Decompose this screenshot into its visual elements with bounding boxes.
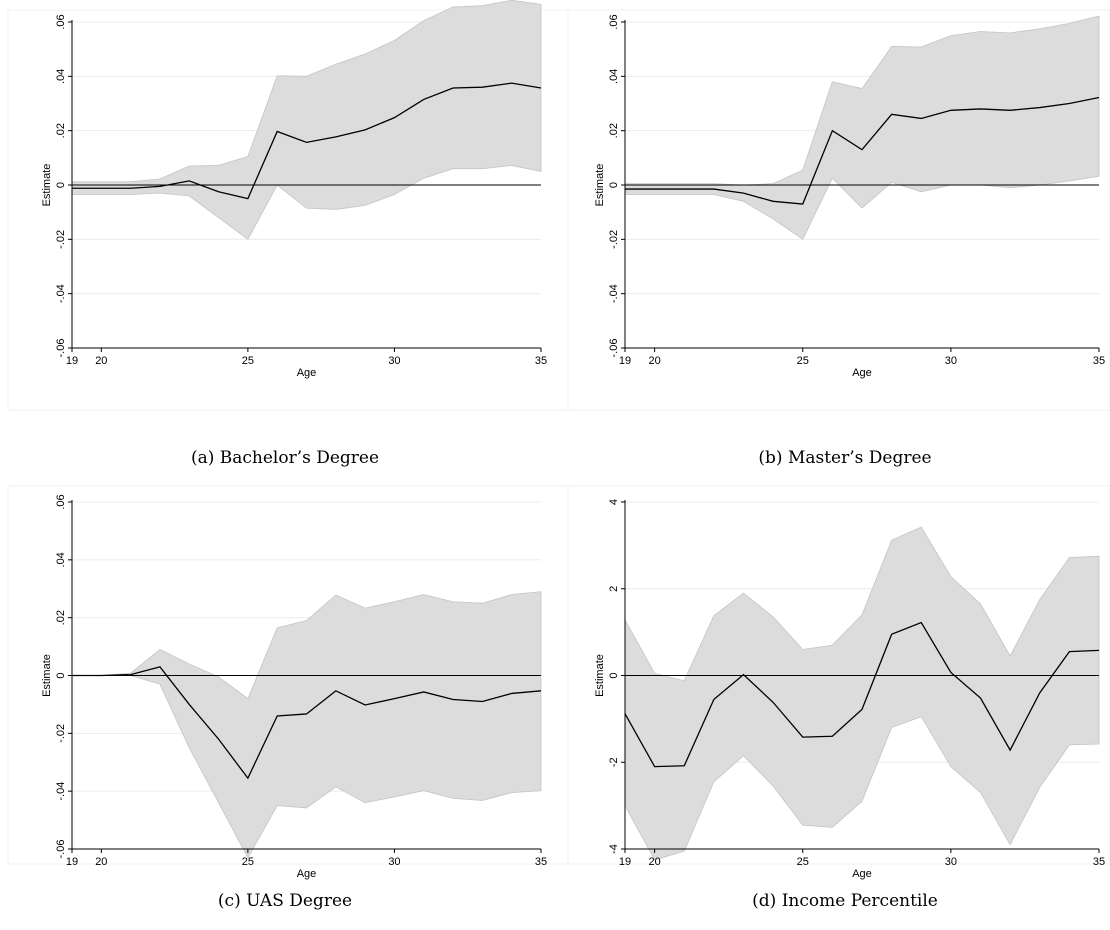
x-tick-label-0: 19 [619, 355, 631, 367]
x-tick-label-2: 25 [797, 856, 809, 868]
chart-panel-1: -.06 -.04 -.02 0 .02 .04 .06 19 20 25 30 35 Age Estim… [7, 0, 569, 468]
y-axis-title: Estimate [41, 164, 53, 207]
panel-frame [567, 9, 1110, 411]
x-tick-label-1: 20 [95, 856, 107, 868]
estimate-line [625, 96, 1100, 205]
y-tick-label-6: .06 [608, 14, 620, 29]
y-tick-label-1: -.04 [55, 782, 67, 801]
y-tick-label-5: .04 [55, 552, 67, 567]
confidence-band [72, 591, 542, 859]
estimate-line [72, 666, 542, 780]
chart-panel-2: -.06 -.04 -.02 0 .02 .04 .06 19 20 25 30 35 Age Estim… [567, 9, 1110, 468]
x-tick-label-0: 19 [619, 856, 631, 868]
y-tick-label-4: .02 [55, 610, 67, 625]
y-tick-label-6: .06 [55, 494, 67, 509]
confidence-band [71, 0, 542, 240]
y-axis-title: Estimate [41, 654, 53, 697]
y-tick-label-1: -2 [608, 757, 620, 767]
y-tick-label-1: -.04 [55, 284, 67, 303]
x-tick-label-4: 35 [1093, 856, 1105, 868]
x-tick-label-1: 20 [95, 355, 107, 367]
y-tick-label-1: -.04 [608, 284, 620, 303]
panel-caption: (b) Master’s Degree [758, 448, 931, 468]
y-tick-label-5: .04 [55, 69, 67, 84]
panel-caption: (d) Income Percentile [752, 891, 938, 911]
x-tick-label-3: 30 [388, 856, 400, 868]
x-tick-label-4: 35 [1093, 355, 1105, 367]
estimate-line [624, 621, 1100, 768]
y-tick-label-0: -.06 [608, 339, 620, 358]
y-tick-label-5: .04 [608, 69, 620, 84]
y-tick-label-4: .02 [55, 123, 67, 138]
x-axis-title: Age [297, 868, 317, 880]
x-axis-title: Age [852, 868, 872, 880]
x-tick-label-4: 35 [535, 355, 547, 367]
x-tick-label-4: 35 [535, 856, 547, 868]
y-tick-label-3: 0 [608, 182, 620, 188]
y-tick-label-2: -.02 [608, 230, 620, 249]
x-tick-label-2: 25 [242, 856, 254, 868]
estimate-line [72, 82, 542, 200]
x-tick-label-0: 19 [66, 856, 78, 868]
x-tick-label-0: 19 [66, 355, 78, 367]
confidence-band [624, 526, 1100, 861]
y-axis-title: Estimate [594, 164, 606, 207]
y-tick-label-0: -.06 [55, 840, 67, 859]
panel-caption: (a) Bachelor’s Degree [191, 448, 379, 468]
confidence-band [624, 15, 1100, 240]
y-tick-label-3: 2 [608, 586, 620, 592]
y-tick-label-4: 4 [608, 499, 620, 505]
panel-frame [567, 485, 1110, 865]
y-tick-label-3: 0 [55, 182, 67, 188]
y-axis-title: Estimate [594, 654, 606, 697]
x-tick-label-3: 30 [388, 355, 400, 367]
x-axis-title: Age [297, 367, 317, 379]
y-tick-label-0: -.06 [55, 339, 67, 358]
x-tick-label-2: 25 [242, 355, 254, 367]
x-tick-label-3: 30 [945, 355, 957, 367]
y-tick-label-4: .02 [608, 123, 620, 138]
chart-panel-4: -4 -2 0 2 4 19 20 25 30 35 Age Estimate (d) Income P… [567, 485, 1110, 911]
panel-caption: (c) UAS Degree [218, 891, 352, 911]
x-tick-label-1: 20 [649, 856, 661, 868]
x-axis-title: Age [852, 367, 872, 379]
x-tick-label-3: 30 [945, 856, 957, 868]
chart-panel-3: -.06 -.04 -.02 0 .02 .04 .06 19 20 25 30 35 Age Estim… [7, 485, 569, 911]
y-tick-label-0: -4 [608, 844, 620, 854]
x-tick-label-2: 25 [797, 355, 809, 367]
y-tick-label-2: -.02 [55, 230, 67, 249]
y-tick-label-3: 0 [55, 672, 67, 678]
y-tick-label-2: -.02 [55, 724, 67, 743]
y-tick-label-2: 0 [608, 672, 620, 678]
x-tick-label-1: 20 [649, 355, 661, 367]
y-tick-label-6: .06 [55, 14, 67, 29]
